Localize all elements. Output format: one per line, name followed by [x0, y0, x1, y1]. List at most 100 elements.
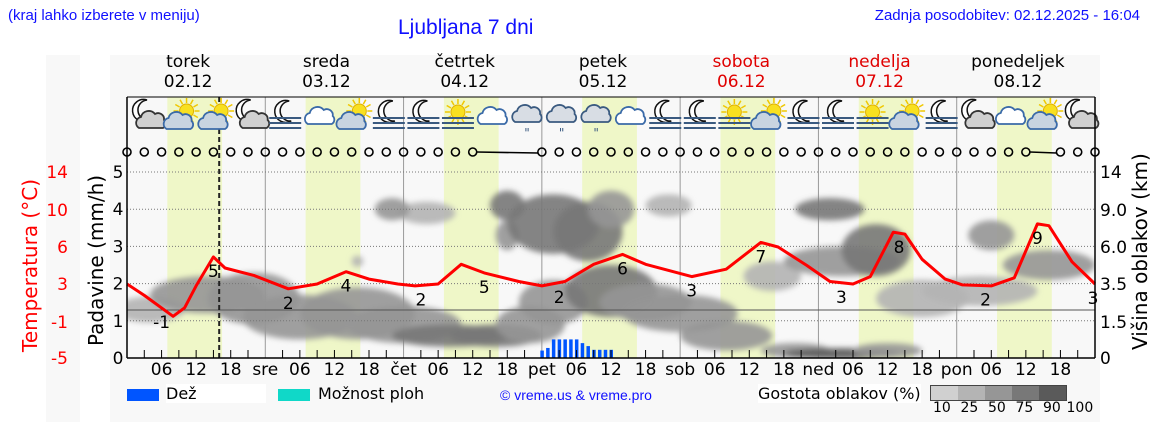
cloud-density-blob	[397, 201, 456, 225]
x-tick-day-label: ned	[802, 360, 834, 380]
sun-cloud-icon	[1026, 98, 1064, 130]
cloud-density-level-label: 10	[933, 400, 951, 416]
temperature-label: -1	[153, 313, 170, 333]
cloud-density-level-label: 25	[960, 400, 979, 416]
calm-wind-marker	[260, 147, 271, 157]
cloud-shape	[476, 106, 508, 125]
sun-ray	[450, 100, 455, 106]
sun-cloud-icon	[888, 98, 926, 130]
cloud-drizzle-icon: "	[511, 104, 543, 140]
sun-ray	[780, 114, 786, 119]
cloud-density-level-label: 90	[1043, 400, 1061, 416]
calm-wind-marker	[243, 147, 253, 157]
day-header: torek 02.12	[128, 52, 248, 92]
cloud-shape	[238, 110, 271, 129]
drizzle-marks: "	[559, 126, 565, 140]
precip-tick-label: 2	[113, 275, 124, 295]
x-tick-hour-label: 06	[980, 360, 1002, 380]
cloud-density-swatch	[958, 386, 985, 400]
moon-shape	[826, 99, 845, 124]
x-tick-hour-label: 12	[600, 360, 622, 380]
temperature-label: 2	[283, 294, 294, 314]
cloud-density-blob	[922, 276, 1038, 306]
calm-wind-marker	[433, 147, 443, 157]
rain-bar	[563, 339, 567, 358]
sun-ray	[740, 104, 746, 109]
cloud-drizzle-icon: "	[545, 104, 578, 140]
x-tick-hour-label: 06	[704, 360, 726, 380]
calm-wind-marker	[917, 147, 927, 157]
calm-wind-marker	[934, 147, 945, 157]
rain-bar	[557, 339, 562, 358]
temperature-label: 7	[755, 247, 766, 267]
rain-bar	[574, 339, 579, 358]
calm-wind-marker	[364, 147, 374, 157]
rain-bar	[603, 349, 608, 358]
temperature-axis-panel	[46, 55, 80, 422]
precip-tick-label: 5	[113, 163, 124, 183]
calm-wind-marker	[779, 147, 789, 157]
sun-ray	[193, 114, 199, 119]
moon-fog-icon	[822, 99, 854, 129]
cloud-height-tick-label: 14	[1100, 163, 1122, 183]
wind-barb	[1029, 151, 1057, 154]
calm-wind-marker	[986, 147, 997, 157]
sun-ray	[174, 103, 180, 108]
sun-ray	[1043, 99, 1047, 105]
calm-wind-marker	[882, 147, 893, 157]
moon-fog-icon	[925, 99, 958, 129]
calm-wind-marker	[381, 147, 392, 157]
temperature-tick-label: 3	[57, 275, 68, 295]
moon-shape	[930, 99, 949, 124]
moon-fog-icon	[407, 99, 440, 129]
day-name: sreda	[302, 52, 350, 72]
sun-ray	[1056, 114, 1062, 119]
x-tick-day-label: pet	[528, 360, 556, 380]
sun-ray	[918, 103, 924, 108]
temperature-label: 3	[1088, 289, 1099, 309]
rain-bar	[597, 349, 602, 358]
calm-wind-marker	[623, 147, 634, 157]
sun-fog-icon	[441, 99, 474, 129]
temperature-label: 3	[686, 282, 697, 302]
sun-ray	[347, 103, 353, 108]
cloud-density-blob	[351, 255, 364, 267]
credit-link[interactable]: © vreme.us & vreme.pro	[500, 387, 652, 403]
cloud-drizzle-icon: "	[580, 104, 612, 140]
moon-shape	[377, 99, 396, 124]
x-tick-hour-label: 06	[842, 360, 864, 380]
calm-wind-marker	[727, 147, 737, 157]
sun-ray	[900, 103, 906, 108]
day-name: torek	[166, 52, 211, 72]
sun-ray	[904, 99, 909, 105]
sun-ray	[727, 100, 731, 106]
rain-bar	[569, 339, 573, 358]
calm-wind-marker	[139, 147, 150, 157]
location-hint[interactable]: (kraj lahko izberete v meniju)	[8, 7, 200, 24]
sun-ray	[179, 99, 184, 105]
sun-ray	[352, 99, 356, 105]
cloud-density-blob	[680, 320, 773, 351]
rain-bar	[586, 346, 590, 358]
day-name: nedelja	[848, 52, 911, 72]
sun-fog-icon	[718, 99, 751, 129]
calm-wind-marker	[744, 147, 755, 157]
calm-wind-marker	[969, 147, 979, 157]
day-date: 04.12	[440, 72, 490, 92]
sun-ray	[766, 99, 771, 105]
sun-ray	[213, 99, 218, 105]
cloud-height-tick-label: 6.0	[1100, 238, 1127, 258]
cloud-density-scale	[930, 385, 1067, 401]
sun-ray	[1053, 99, 1058, 105]
cloud-height-tick-label: 1.5	[1100, 313, 1127, 333]
sun-disc	[726, 104, 742, 120]
day-header: sreda 03.12	[266, 52, 386, 92]
sun-ray	[1056, 103, 1062, 108]
drizzle-marks: "	[524, 126, 530, 140]
calm-wind-marker	[848, 147, 858, 157]
temperature-tick-label: 10	[46, 201, 68, 221]
cloud-shape	[995, 106, 1027, 125]
sun-disc	[865, 104, 881, 120]
cloud-height-tick-label: 0	[1100, 349, 1111, 369]
x-tick-hour-label: 18	[635, 360, 657, 380]
